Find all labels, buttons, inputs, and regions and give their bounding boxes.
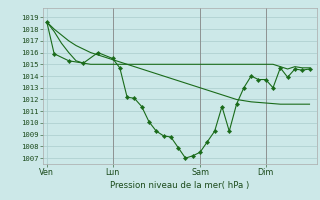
X-axis label: Pression niveau de la mer( hPa ): Pression niveau de la mer( hPa ): [110, 181, 250, 190]
